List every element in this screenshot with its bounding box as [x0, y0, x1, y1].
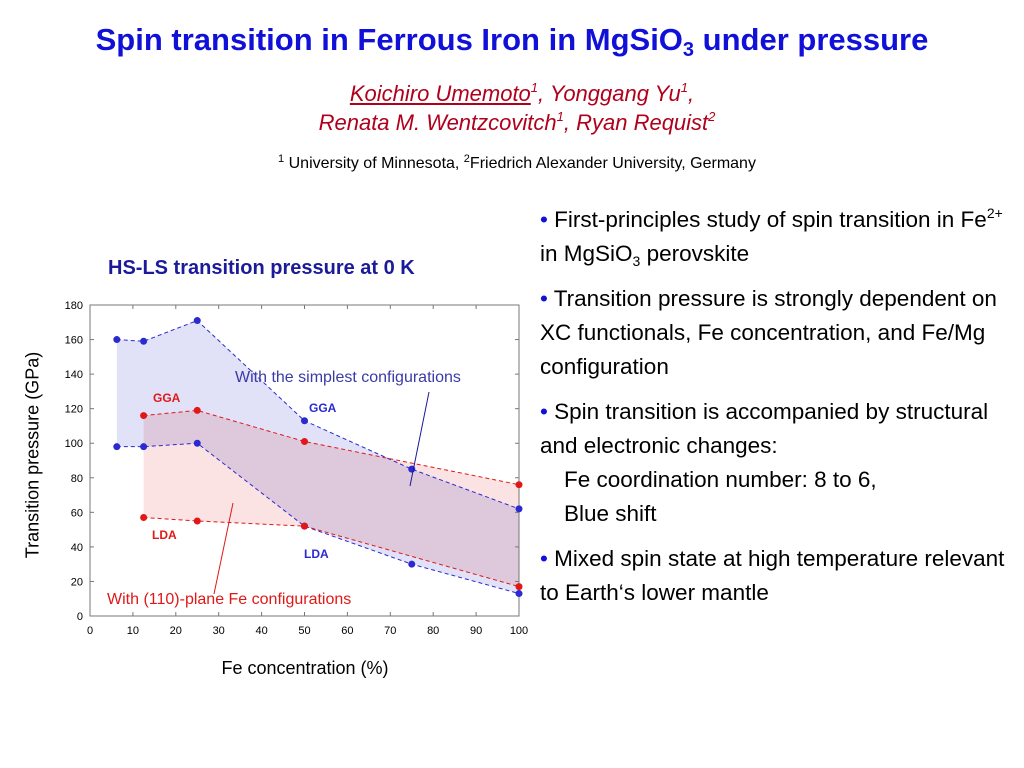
series-line-gga-simplest	[116, 319, 520, 510]
bullet-subline: Fe coordination number: 8 to 6,	[564, 467, 877, 492]
data-point-lda-simplest	[193, 439, 201, 447]
data-point-gga-110	[515, 481, 523, 489]
bullet-item: • Mixed spin state at high temperature r…	[540, 546, 1005, 605]
author-name: Koichiro Umemoto	[349, 81, 531, 106]
series-line-gga-110	[143, 409, 520, 486]
x-axis-label: Fe concentration (%)	[221, 658, 389, 678]
x-tick-label: 0	[87, 625, 93, 637]
x-tick-label: 100	[510, 625, 528, 637]
band-110-plane	[143, 410, 519, 587]
data-point-gga-simplest	[515, 505, 523, 513]
bullet-marker: •	[540, 207, 548, 232]
data-point-gga-simplest	[113, 336, 121, 344]
bullet-marker: •	[540, 399, 548, 424]
x-tick-label: 40	[255, 625, 267, 637]
x-tick-label: 90	[470, 625, 482, 637]
data-point-gga-110	[140, 412, 148, 420]
y-tick-label: 140	[65, 369, 83, 381]
data-point-lda-110	[193, 517, 201, 525]
x-tick-label: 50	[298, 625, 310, 637]
y-tick-label: 60	[71, 507, 83, 519]
callout-line-110	[213, 502, 234, 595]
data-point-lda-110	[140, 514, 148, 522]
x-tick-label: 10	[127, 625, 139, 637]
bullet-subline: Blue shift	[564, 501, 657, 526]
data-point-gga-simplest	[193, 317, 201, 325]
data-point-gga-110	[301, 437, 308, 445]
y-tick-label: 160	[65, 335, 83, 347]
authors-line-1: Koichiro Umemoto1, Yonggang Yu1,	[349, 80, 695, 106]
callout-line-simplest	[409, 391, 430, 487]
y-tick-label: 0	[77, 611, 83, 623]
data-point-lda-simplest	[140, 443, 148, 451]
y-tick-label: 120	[65, 404, 83, 416]
data-point-lda-110	[301, 522, 308, 530]
author-name: Ryan Requist	[576, 110, 709, 135]
x-tick-label: 30	[213, 625, 225, 637]
y-tick-label: 100	[65, 438, 83, 450]
data-point-lda-simplest	[408, 560, 416, 568]
slide-title: Spin transition in Ferrous Iron in MgSiO…	[95, 22, 929, 61]
series-label-lda-110: LDA	[152, 528, 177, 542]
bullet-list: • First-principles study of spin transit…	[540, 203, 1020, 621]
series-line-lda-simplest	[116, 442, 520, 595]
y-tick-label: 40	[71, 542, 83, 554]
bullet-marker: •	[540, 546, 548, 571]
annotation-110-plane: With (110)-plane Fe configurations	[107, 591, 351, 608]
authors-line-2: Renata M. Wentzcovitch1, Ryan Requist2	[318, 109, 716, 135]
author-name: Renata M. Wentzcovitch	[318, 110, 557, 135]
data-point-lda-110	[515, 583, 523, 591]
x-tick-label: 60	[341, 625, 353, 637]
data-point-lda-simplest	[113, 443, 121, 451]
y-axis-label: Transition pressure (GPa)	[22, 351, 43, 559]
annotation-simplest: With the simplest configurations	[235, 369, 461, 386]
data-point-gga-simplest	[301, 417, 308, 425]
series-label-gga-110: GGA	[153, 391, 181, 405]
bullet-item: • Spin transition is accompanied by stru…	[540, 395, 1020, 531]
data-point-gga-simplest	[140, 337, 148, 345]
x-tick-label: 80	[427, 625, 439, 637]
series-label-gga-simplest: GGA	[309, 401, 337, 415]
bullet-item: • Transition pressure is strongly depend…	[540, 286, 997, 379]
x-tick-label: 70	[384, 625, 396, 637]
bullet-item: • First-principles study of spin transit…	[540, 205, 1003, 269]
series-label-lda-simplest: LDA	[304, 547, 329, 561]
affiliations: 1 University of Minnesota, 2Friedrich Al…	[278, 153, 756, 172]
y-tick-label: 20	[71, 576, 83, 588]
data-point-lda-simplest	[515, 590, 523, 598]
y-tick-label: 80	[71, 473, 83, 485]
author-name: Yonggang Yu	[549, 81, 681, 106]
bullet-marker: •	[540, 286, 548, 311]
x-tick-label: 20	[170, 625, 182, 637]
data-point-gga-110	[193, 406, 201, 414]
series-line-lda-110	[143, 517, 520, 588]
y-tick-label: 180	[65, 300, 83, 312]
chart-title: HS-LS transition pressure at 0 K	[108, 257, 415, 279]
